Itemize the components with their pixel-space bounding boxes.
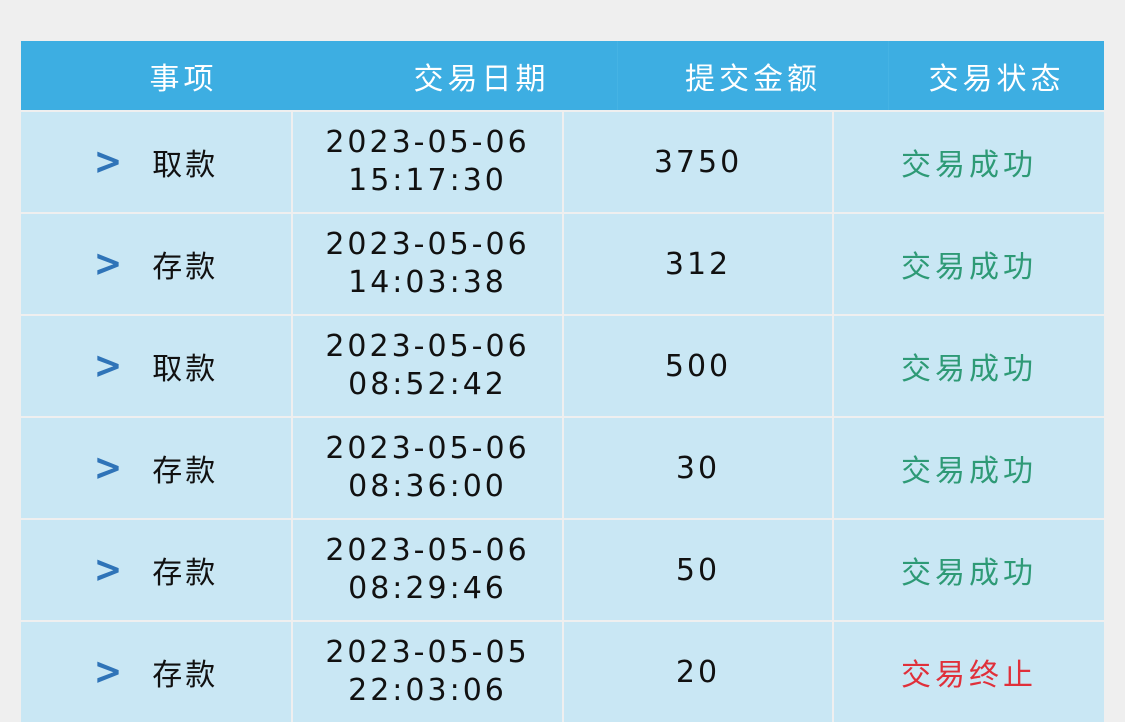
transaction-date: 2023-05-05 <box>325 635 530 670</box>
transaction-date: 2023-05-06 <box>325 227 530 262</box>
item-cell[interactable]: > 存款 <box>21 214 291 314</box>
item-cell[interactable]: > 存款 <box>21 520 291 620</box>
chevron-right-icon: > <box>93 242 123 286</box>
status-cell: 交易成功 <box>834 418 1104 518</box>
transaction-time: 14:03:38 <box>348 265 507 300</box>
date-cell: 2023-05-06 08:36:00 <box>293 418 562 518</box>
chevron-right-icon: > <box>93 344 123 388</box>
item-type: 存款 <box>152 454 219 489</box>
table-row[interactable]: > 存款 2023-05-06 14:03:38 312 交易成功 <box>21 214 1104 314</box>
status-cell: 交易成功 <box>834 520 1104 620</box>
chevron-right-icon: > <box>93 140 123 184</box>
table-row[interactable]: > 取款 2023-05-06 08:52:42 500 交易成功 <box>21 316 1104 416</box>
date-cell: 2023-05-06 15:17:30 <box>293 112 562 212</box>
amount-cell: 312 <box>564 214 832 314</box>
table-row[interactable]: > 存款 2023-05-06 08:29:46 50 交易成功 <box>21 520 1104 620</box>
header-amount: 提交金额 <box>618 41 889 110</box>
chevron-right-icon: > <box>93 446 123 490</box>
date-cell: 2023-05-06 08:29:46 <box>293 520 562 620</box>
item-type: 存款 <box>152 250 219 285</box>
item-type: 存款 <box>152 658 219 693</box>
transaction-time: 08:29:46 <box>348 571 507 606</box>
amount-cell: 3750 <box>564 112 832 212</box>
date-cell: 2023-05-06 14:03:38 <box>293 214 562 314</box>
transaction-time: 15:17:30 <box>348 163 507 198</box>
table-row[interactable]: > 存款 2023-05-05 22:03:06 20 交易终止 <box>21 622 1104 722</box>
header-status: 交易状态 <box>928 61 1065 97</box>
chevron-right-icon: > <box>93 548 123 592</box>
item-cell[interactable]: > 存款 <box>21 418 291 518</box>
table-body: > 取款 2023-05-06 15:17:30 3750 交易成功 > 存款 … <box>21 112 1104 722</box>
amount-cell: 50 <box>564 520 832 620</box>
transaction-time: 22:03:06 <box>348 673 507 708</box>
item-type: 存款 <box>152 556 219 591</box>
status-cell: 交易成功 <box>834 112 1104 212</box>
amount-cell: 30 <box>564 418 832 518</box>
date-cell: 2023-05-05 22:03:06 <box>293 622 562 722</box>
chevron-right-icon: > <box>93 650 123 694</box>
status-cell: 交易终止 <box>834 622 1104 722</box>
table-header: 事项 交易日期 提交金额 交易状态 <box>21 41 1104 110</box>
transaction-time: 08:52:42 <box>348 367 507 402</box>
item-cell[interactable]: > 取款 <box>21 316 291 416</box>
transaction-table: 事项 交易日期 提交金额 交易状态 > 取款 2023-05-06 15:17:… <box>21 41 1104 722</box>
header-item: 事项 <box>149 61 218 97</box>
status-cell: 交易成功 <box>834 214 1104 314</box>
transaction-date: 2023-05-06 <box>325 329 530 364</box>
item-type: 取款 <box>152 352 219 387</box>
item-cell[interactable]: > 取款 <box>21 112 291 212</box>
amount-cell: 500 <box>564 316 832 416</box>
item-type: 取款 <box>152 148 219 183</box>
date-cell: 2023-05-06 08:52:42 <box>293 316 562 416</box>
header-date: 交易日期 <box>346 41 618 110</box>
table-row[interactable]: > 存款 2023-05-06 08:36:00 30 交易成功 <box>21 418 1104 518</box>
amount-cell: 20 <box>564 622 832 722</box>
item-cell[interactable]: > 存款 <box>21 622 291 722</box>
status-cell: 交易成功 <box>834 316 1104 416</box>
transaction-date: 2023-05-06 <box>325 431 530 466</box>
transaction-date: 2023-05-06 <box>325 125 530 160</box>
transaction-time: 08:36:00 <box>348 469 507 504</box>
transaction-date: 2023-05-06 <box>325 533 530 568</box>
table-row[interactable]: > 取款 2023-05-06 15:17:30 3750 交易成功 <box>21 112 1104 212</box>
